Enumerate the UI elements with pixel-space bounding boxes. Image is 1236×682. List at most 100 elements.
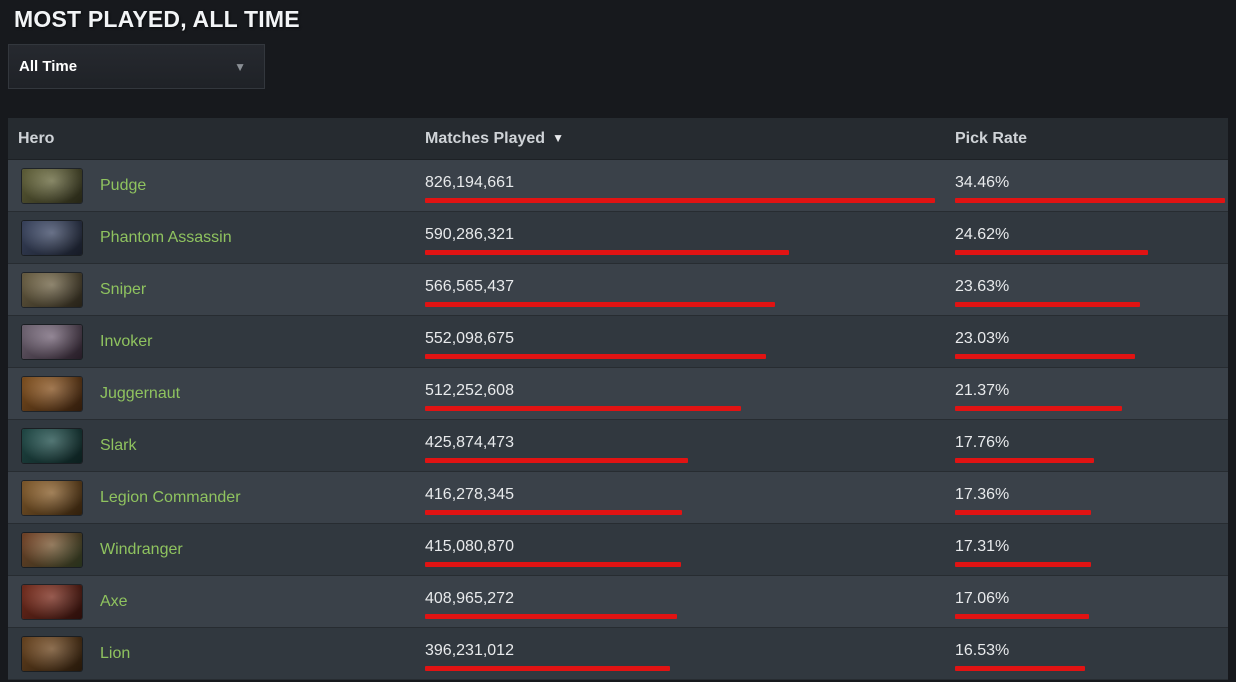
table-row: Lion 396,231,012 16.53%	[8, 628, 1228, 680]
matches-value: 425,874,473	[425, 434, 514, 451]
matches-cell: 512,252,608	[425, 376, 955, 411]
matches-value: 826,194,661	[425, 174, 514, 191]
hero-portrait[interactable]	[22, 324, 82, 359]
hero-portrait[interactable]	[22, 272, 82, 307]
matches-value: 396,231,012	[425, 642, 514, 659]
matches-bar	[425, 510, 682, 515]
matches-value: 416,278,345	[425, 486, 514, 503]
matches-value: 552,098,675	[425, 330, 514, 347]
pickrate-bar	[955, 302, 1140, 307]
hero-cell: Invoker	[8, 324, 425, 359]
matches-value: 415,080,870	[425, 538, 514, 555]
matches-bar	[425, 198, 935, 203]
hero-portrait[interactable]	[22, 584, 82, 619]
matches-value: 566,565,437	[425, 278, 514, 295]
matches-cell: 566,565,437	[425, 272, 955, 307]
column-header-pick-rate[interactable]: Pick Rate	[955, 129, 1028, 147]
hero-cell: Slark	[8, 428, 425, 463]
column-header-matches[interactable]: Matches Played ▼	[425, 130, 955, 148]
matches-cell: 416,278,345	[425, 480, 955, 515]
hero-link[interactable]: Lion	[100, 644, 131, 662]
pickrate-value: 23.63%	[955, 278, 1010, 295]
hero-cell: Pudge	[8, 168, 425, 203]
pick-rate-cell: 17.06%	[955, 584, 1228, 619]
pick-rate-cell: 23.63%	[955, 272, 1228, 307]
hero-cell: Juggernaut	[8, 376, 425, 411]
hero-link[interactable]: Axe	[100, 592, 128, 610]
pick-rate-cell: 17.76%	[955, 428, 1228, 463]
pick-rate-cell: 17.36%	[955, 480, 1228, 515]
table-row: Slark 425,874,473 17.76%	[8, 420, 1228, 472]
hero-portrait[interactable]	[22, 532, 82, 567]
hero-portrait[interactable]	[22, 376, 82, 411]
pick-rate-cell: 17.31%	[955, 532, 1228, 567]
matches-bar	[425, 250, 789, 255]
matches-cell: 552,098,675	[425, 324, 955, 359]
matches-cell: 415,080,870	[425, 532, 955, 567]
pickrate-value: 21.37%	[955, 382, 1010, 399]
pick-rate-cell: 24.62%	[955, 220, 1228, 255]
pickrate-value: 16.53%	[955, 642, 1010, 659]
table-row: Windranger 415,080,870 17.31%	[8, 524, 1228, 576]
matches-cell: 590,286,321	[425, 220, 955, 255]
hero-portrait[interactable]	[22, 220, 82, 255]
hero-link[interactable]: Windranger	[100, 540, 183, 558]
pickrate-bar	[955, 510, 1091, 515]
hero-portrait[interactable]	[22, 168, 82, 203]
hero-link[interactable]: Invoker	[100, 332, 153, 350]
table-row: Juggernaut 512,252,608 21.37%	[8, 368, 1228, 420]
table-row: Pudge 826,194,661 34.46%	[8, 160, 1228, 212]
table-row: Sniper 566,565,437 23.63%	[8, 264, 1228, 316]
matches-bar	[425, 354, 766, 359]
hero-cell: Axe	[8, 584, 425, 619]
hero-portrait[interactable]	[22, 480, 82, 515]
pickrate-bar	[955, 562, 1091, 567]
matches-cell: 408,965,272	[425, 584, 955, 619]
matches-bar	[425, 562, 681, 567]
matches-cell: 826,194,661	[425, 168, 955, 203]
table-body: Pudge 826,194,661 34.46% Phantom Assassi…	[8, 160, 1228, 680]
hero-link[interactable]: Phantom Assassin	[100, 228, 232, 246]
table-header-row: Hero Matches Played ▼ Pick Rate	[8, 118, 1228, 160]
time-filter-dropdown[interactable]: All Time ▼	[8, 44, 265, 89]
hero-link[interactable]: Legion Commander	[100, 488, 241, 506]
hero-cell: Legion Commander	[8, 480, 425, 515]
hero-cell: Lion	[8, 636, 425, 671]
most-played-table: Hero Matches Played ▼ Pick Rate Pudge 826…	[8, 118, 1228, 680]
pickrate-value: 23.03%	[955, 330, 1010, 347]
hero-portrait[interactable]	[22, 428, 82, 463]
pickrate-bar	[955, 354, 1135, 359]
table-row: Axe 408,965,272 17.06%	[8, 576, 1228, 628]
column-header-matches-label: Matches Played	[425, 129, 546, 147]
chevron-down-icon: ▼	[234, 59, 246, 74]
hero-link[interactable]: Pudge	[100, 176, 147, 194]
pick-rate-cell: 34.46%	[955, 168, 1228, 203]
pick-rate-cell: 21.37%	[955, 376, 1228, 411]
matches-cell: 425,874,473	[425, 428, 955, 463]
matches-bar	[425, 666, 670, 671]
matches-value: 590,286,321	[425, 226, 514, 243]
pickrate-value: 24.62%	[955, 226, 1010, 243]
pickrate-bar	[955, 250, 1148, 255]
hero-link[interactable]: Sniper	[100, 280, 147, 298]
hero-portrait[interactable]	[22, 636, 82, 671]
matches-bar	[425, 302, 775, 307]
pick-rate-cell: 23.03%	[955, 324, 1228, 359]
matches-value: 408,965,272	[425, 590, 514, 607]
hero-link[interactable]: Slark	[100, 436, 137, 454]
pick-rate-cell: 16.53%	[955, 636, 1228, 671]
matches-bar	[425, 458, 688, 463]
pickrate-value: 17.36%	[955, 486, 1010, 503]
hero-cell: Windranger	[8, 532, 425, 567]
pickrate-bar	[955, 406, 1122, 411]
matches-bar	[425, 406, 741, 411]
pickrate-bar	[955, 666, 1085, 671]
hero-link[interactable]: Juggernaut	[100, 384, 181, 402]
column-header-hero[interactable]: Hero	[18, 129, 55, 147]
table-row: Legion Commander 416,278,345 17.36%	[8, 472, 1228, 524]
pickrate-value: 34.46%	[955, 174, 1010, 191]
sort-desc-icon: ▼	[552, 130, 564, 145]
pickrate-value: 17.76%	[955, 434, 1010, 451]
table-row: Phantom Assassin 590,286,321 24.62%	[8, 212, 1228, 264]
